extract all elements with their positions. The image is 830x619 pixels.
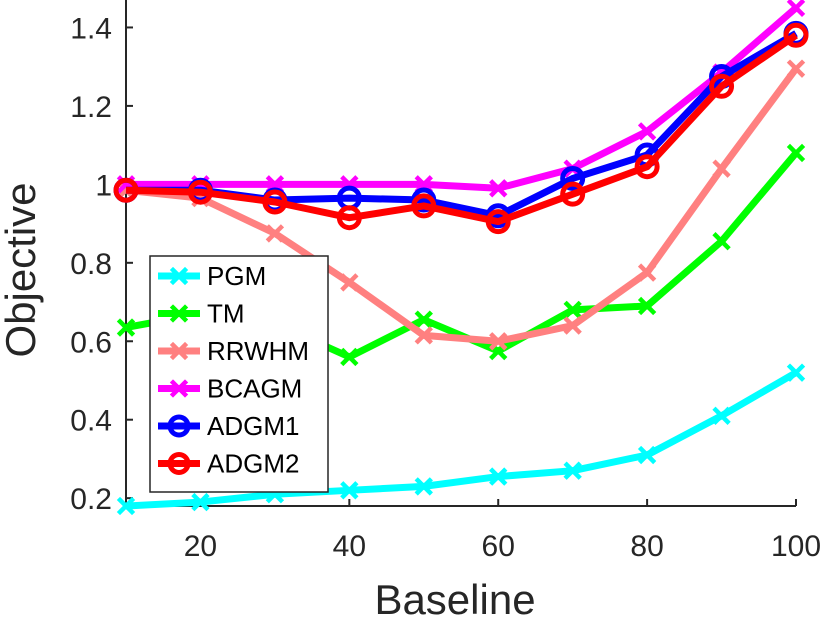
x-axis-title: Baseline: [374, 576, 535, 619]
data-point-pgm: [637, 445, 657, 465]
data-point-bcagm: [786, 0, 806, 18]
legend-label: ADGM1: [207, 411, 299, 441]
legend-label: RRWHM: [207, 336, 309, 366]
series-adgm2: [113, 22, 809, 235]
data-point-rrwhm: [265, 224, 285, 243]
y-tick-label: 1.4: [70, 12, 112, 45]
legend-marker: [169, 341, 189, 361]
legend-marker: [169, 266, 189, 286]
legend-label: ADGM2: [207, 449, 299, 479]
x-tick-label: 60: [482, 530, 515, 563]
legend-marker: [167, 414, 191, 438]
data-point-rrwhm: [489, 332, 508, 351]
legend-entry-pgm: PGM: [158, 261, 266, 291]
series-line-bcagm: [126, 5, 799, 192]
legend-entry-adgm1: ADGM1: [158, 411, 299, 441]
data-point-pgm: [786, 363, 806, 382]
data-point-adgm1: [560, 165, 586, 191]
data-point-adgm2: [113, 177, 139, 203]
legend-entry-tm: TM: [158, 299, 245, 329]
data-point-pgm: [116, 496, 136, 516]
y-tick-label: 1.2: [70, 91, 112, 124]
legend: PGM TM RRWHM BCAGM ADGM1 ADGM2: [149, 255, 329, 493]
y-tick-label: 1: [95, 169, 112, 202]
series-line-adgm2: [125, 32, 798, 226]
legend-entry-adgm2: ADGM2: [158, 449, 299, 479]
y-tick-label: 0.6: [70, 326, 112, 359]
series-line-rrwhm: [125, 66, 799, 345]
data-point-tm: [563, 300, 582, 320]
data-point-pgm: [191, 492, 210, 512]
legend-entry-rrwhm: RRWHM: [158, 336, 309, 366]
data-point-rrwhm: [712, 159, 731, 178]
data-point-pgm: [563, 461, 582, 480]
data-point-adgm2: [262, 189, 288, 215]
data-point-adgm2: [634, 154, 660, 180]
data-point-tm: [116, 318, 136, 337]
y-tick-label: 0.2: [70, 483, 112, 516]
y-ticks: 0.2 0.4 0.6 0.8 1 1.2 1.4: [70, 12, 133, 516]
data-point-adgm2: [560, 181, 586, 207]
data-point-rrwhm: [786, 59, 806, 78]
legend-label: PGM: [207, 261, 266, 291]
data-point-tm: [786, 143, 806, 163]
legend-marker: [169, 379, 189, 398]
data-point-rrwhm: [563, 316, 582, 335]
data-point-rrwhm: [340, 273, 359, 292]
data-point-bcagm: [489, 179, 508, 198]
x-ticks: 20 40 60 80 100: [184, 499, 821, 563]
data-point-adgm2: [187, 179, 213, 205]
data-point-adgm2: [485, 209, 511, 235]
data-point-tm: [712, 232, 731, 251]
legend-label: TM: [207, 299, 245, 329]
data-point-adgm2: [336, 205, 362, 231]
data-point-pgm: [340, 481, 359, 500]
data-point-rrwhm: [414, 326, 433, 345]
y-tick-label: 0.8: [70, 248, 112, 281]
x-tick-label: 80: [630, 530, 663, 563]
data-point-adgm2: [411, 193, 437, 219]
legend-marker: [167, 452, 191, 475]
series-layer: [113, 0, 809, 516]
series-pgm: [116, 363, 806, 516]
data-point-adgm2: [709, 73, 735, 99]
data-point-tm: [414, 310, 433, 329]
data-point-tm: [340, 347, 359, 367]
axes-frame: [125, 0, 796, 507]
series-line-pgm: [125, 369, 798, 510]
y-tick-label: 0.4: [70, 405, 112, 438]
data-point-rrwhm: [637, 263, 657, 282]
data-point-pgm: [414, 477, 433, 496]
legend-entry-bcagm: BCAGM: [158, 374, 302, 404]
data-point-bcagm: [637, 122, 657, 141]
x-tick-label: 20: [184, 530, 217, 563]
data-point-adgm2: [783, 22, 809, 48]
data-point-pgm: [489, 467, 508, 486]
legend-marker: [169, 304, 189, 323]
x-tick-label: 100: [771, 530, 821, 563]
x-tick-label: 40: [333, 530, 366, 563]
data-point-pgm: [712, 406, 731, 425]
data-point-tm: [637, 296, 657, 316]
y-axis-title: Objective: [0, 182, 44, 357]
legend-label: BCAGM: [207, 374, 302, 404]
